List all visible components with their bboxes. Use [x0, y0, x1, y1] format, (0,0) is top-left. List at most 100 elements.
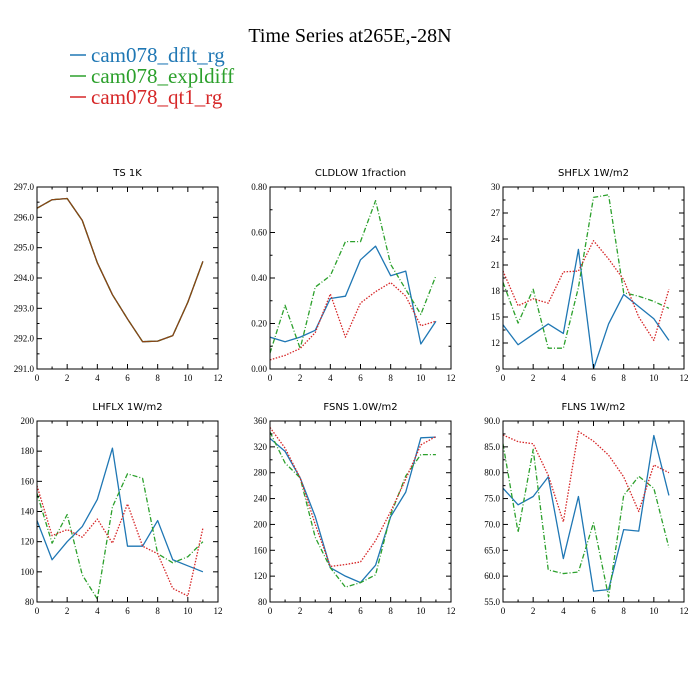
series-line-cldlow-2	[270, 199, 437, 354]
x-tick-label-ts-2: 4	[95, 373, 100, 383]
legend-entry-qt1: cam078_qt1_rg	[70, 85, 223, 109]
y-tick-label-fsns-5: 280	[254, 468, 268, 478]
x-tick-label-flns-5: 10	[649, 606, 659, 616]
x-tick-label-lhflx-5: 10	[183, 606, 193, 616]
y-tick-label-shflx-6: 27	[491, 208, 501, 218]
legend-entry-dflt: cam078_dflt_rg	[70, 43, 225, 67]
legend: cam078_dflt_rg cam078_expldiff cam078_qt…	[70, 43, 234, 109]
x-tick-label-shflx-2: 4	[561, 373, 566, 383]
series-line-lhflx-1	[37, 447, 204, 573]
x-tick-label-ts-1: 2	[65, 373, 70, 383]
series-line-fsns-2	[270, 431, 436, 588]
panel-title-ts: TS 1K	[112, 168, 142, 179]
x-tick-label-lhflx-3: 6	[125, 606, 130, 616]
y-tick-label-flns-0: 55.0	[484, 597, 500, 607]
y-tick-label-flns-4: 75.0	[484, 494, 500, 504]
x-tick-label-fsns-4: 8	[388, 606, 393, 616]
panel-ts: TS 1K 0 2 4 6 8 10 12 291.0 292.0 293.0 294.0 295.0 2…	[14, 168, 223, 383]
x-tick-label-cldlow-3: 6	[358, 373, 363, 383]
y-tick-label-shflx-0: 9	[496, 364, 501, 374]
y-tick-label-ts-2: 293.0	[14, 303, 35, 313]
y-tick-label-cldlow-2: 0.40	[251, 273, 267, 283]
y-tick-label-flns-2: 65.0	[484, 545, 500, 555]
x-tick-label-flns-3: 6	[591, 606, 596, 616]
legend-label-qt1: cam078_qt1_rg	[91, 85, 223, 109]
series-group-lhflx	[37, 447, 204, 600]
y-tick-label-cldlow-0: 0.00	[251, 364, 267, 374]
x-tick-label-flns-0: 0	[501, 606, 506, 616]
series-group-flns	[503, 430, 670, 598]
legend-label-expldiff: cam078_expldiff	[91, 64, 234, 88]
series-line-fsns-1	[270, 436, 436, 584]
y-tick-label-fsns-7: 360	[254, 416, 268, 426]
x-tick-label-ts-6: 12	[214, 373, 223, 383]
series-line-flns-1	[503, 434, 670, 592]
x-tick-label-cldlow-4: 8	[388, 373, 393, 383]
y-tick-label-shflx-2: 15	[491, 312, 501, 322]
series-line-shflx-1	[503, 248, 670, 369]
series-group-fsns	[270, 427, 437, 588]
x-tick-label-flns-6: 12	[680, 606, 689, 616]
x-tick-label-shflx-4: 8	[621, 373, 626, 383]
x-tick-label-ts-5: 10	[183, 373, 193, 383]
series-line-lhflx-2	[37, 473, 204, 600]
panels: TS 1K0 2 4 6 8 10 12291.0292.0293.0294.0295.02…	[14, 168, 689, 616]
series-line-ts-3	[37, 197, 204, 343]
x-tick-label-cldlow-5: 10	[416, 373, 426, 383]
series-group-ts	[37, 197, 204, 343]
y-tick-label-ts-0: 291.0	[14, 364, 35, 374]
x-tick-label-lhflx-4: 8	[155, 606, 160, 616]
series-line-cldlow-3	[270, 281, 437, 361]
y-tick-label-lhflx-5: 180	[21, 446, 35, 456]
y-tick-label-ts-3: 294.0	[14, 273, 35, 283]
x-tick-label-fsns-6: 12	[447, 606, 456, 616]
x-tick-label-cldlow-6: 12	[447, 373, 456, 383]
panel-title-flns: FLNS 1W/m2	[561, 402, 625, 413]
y-tick-label-shflx-5: 24	[491, 234, 501, 244]
panel-title-shflx: SHFLX 1W/m2	[558, 168, 629, 179]
x-tick-label-flns-2: 4	[561, 606, 566, 616]
panel-title-fsns: FSNS 1.0W/m2	[323, 402, 397, 413]
legend-entry-expldiff: cam078_expldiff	[70, 64, 234, 88]
panel-flns: FLNS 1W/m2 0 2 4 6 8 10 12 55.0 60.0 65.0 70.0 75.0 8…	[484, 402, 688, 616]
series-line-fsns-3	[270, 427, 437, 568]
y-tick-label-flns-6: 85.0	[484, 442, 500, 452]
y-tick-label-lhflx-3: 140	[21, 507, 35, 517]
y-tick-label-flns-7: 90.0	[484, 416, 500, 426]
y-tick-label-flns-5: 80.0	[484, 468, 500, 478]
x-tick-label-lhflx-1: 2	[65, 606, 70, 616]
y-tick-label-cldlow-1: 0.20	[251, 319, 267, 329]
x-tick-label-fsns-1: 2	[298, 606, 303, 616]
y-tick-label-lhflx-6: 200	[21, 416, 35, 426]
y-tick-label-lhflx-1: 100	[21, 567, 35, 577]
y-tick-label-shflx-7: 30	[491, 182, 501, 192]
y-tick-label-fsns-0: 80	[258, 597, 268, 607]
x-tick-label-shflx-5: 10	[649, 373, 659, 383]
series-line-shflx-3	[503, 240, 670, 342]
y-tick-label-ts-6: 297.0	[14, 182, 35, 192]
y-tick-label-fsns-2: 160	[254, 545, 268, 555]
y-tick-label-shflx-1: 12	[491, 338, 500, 348]
x-tick-label-fsns-3: 6	[358, 606, 363, 616]
x-tick-label-cldlow-2: 4	[328, 373, 333, 383]
y-tick-label-lhflx-4: 160	[21, 476, 35, 486]
series-group-cldlow	[270, 199, 437, 361]
series-line-cldlow-1	[270, 245, 437, 345]
panel-lhflx: LHFLX 1W/m2 0 2 4 6 8 10 12 80 100 120 140 160 180 200	[21, 402, 223, 616]
y-tick-label-ts-1: 292.0	[14, 334, 35, 344]
x-tick-label-flns-4: 8	[621, 606, 626, 616]
y-tick-label-shflx-4: 21	[491, 260, 500, 270]
x-tick-label-ts-0: 0	[35, 373, 40, 383]
x-tick-label-ts-4: 8	[155, 373, 160, 383]
series-line-flns-2	[503, 443, 670, 598]
x-tick-label-shflx-1: 2	[531, 373, 536, 383]
y-tick-label-fsns-6: 320	[254, 442, 268, 452]
y-tick-label-lhflx-2: 120	[21, 537, 35, 547]
x-tick-label-lhflx-2: 4	[95, 606, 100, 616]
panel-title-cldlow: CLDLOW 1fraction	[315, 168, 406, 179]
y-tick-label-flns-3: 70.0	[484, 519, 500, 529]
series-group-shflx	[503, 194, 670, 369]
y-tick-label-shflx-3: 18	[491, 286, 501, 296]
y-tick-label-fsns-3: 200	[254, 519, 268, 529]
